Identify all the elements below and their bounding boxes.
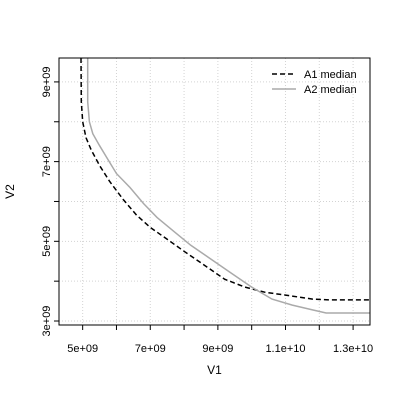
x-axis: 5e+09 7e+09 9e+09 1.1e+10 1.3e+10 [67,325,373,355]
x-axis-label: V1 [207,363,222,377]
x-tick-label: 1.1e+10 [265,343,305,355]
y-axis-label: V2 [3,184,17,199]
x-tick-label: 9e+09 [202,343,233,355]
y-tick-label: 5e+09 [41,226,53,257]
grid [59,58,370,325]
y-tick-label: 9e+09 [41,66,53,97]
y-axis: 3e+09 5e+09 7e+09 9e+09 [41,66,59,336]
series-line-1 [80,58,370,301]
legend-label: A2 median [304,84,357,96]
x-tick-label: 7e+09 [135,343,166,355]
y-tick-label: 7e+09 [41,146,53,177]
plot-frame [58,57,371,326]
series-layer [80,58,370,314]
series-line-2 [86,58,370,314]
legend-label: A1 median [304,69,357,81]
x-tick-label: 1.3e+10 [333,343,373,355]
legend: A1 median A2 median [272,69,357,96]
y-tick-label: 3e+09 [41,306,53,337]
x-tick-label: 5e+09 [67,343,98,355]
